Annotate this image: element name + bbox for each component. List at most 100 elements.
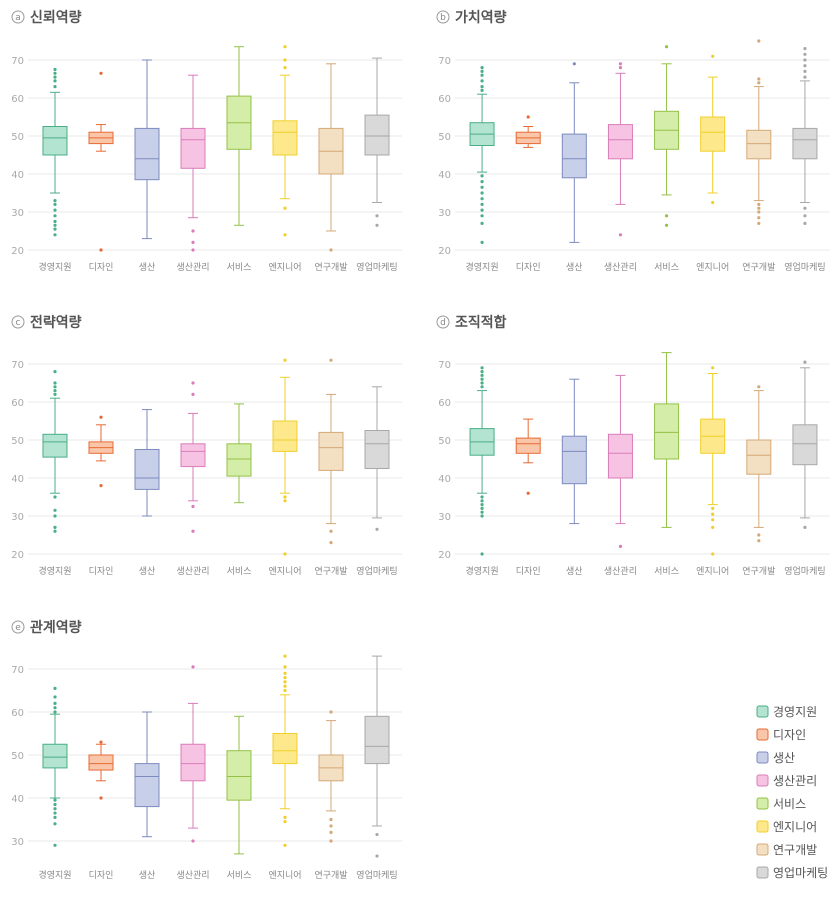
outlier-point (283, 688, 287, 693)
panel-badge: b (440, 13, 446, 23)
x-category-label: 엔지니어 (268, 870, 301, 881)
outlier-point (53, 385, 57, 389)
outlier-point (618, 62, 623, 66)
box-iqr (180, 743, 206, 782)
outlier-point (757, 539, 761, 543)
y-tick-label: 30 (11, 512, 24, 523)
box-iqr (272, 420, 298, 452)
x-category-label: 경영지원 (38, 869, 71, 881)
box-iqr (561, 435, 587, 485)
box-iqr (792, 424, 818, 466)
box-서비스 (226, 715, 252, 855)
box-iqr (746, 439, 772, 475)
y-tick-label: 20 (438, 246, 451, 257)
x-category-label: 생산관리 (176, 566, 209, 577)
outlier-point (480, 366, 484, 370)
box-생산관리 (607, 62, 633, 237)
legend-label: 연구개발 (773, 843, 817, 857)
legend-swatch (756, 751, 769, 764)
x-category-label: 생산 (566, 566, 583, 577)
box-iqr (42, 743, 68, 769)
x-category-label: 서비스 (227, 566, 252, 577)
y-tick-label: 60 (11, 94, 24, 105)
outlier-point (329, 541, 333, 545)
outlier-point (480, 370, 484, 374)
x-category-label: 영업마케팅 (784, 566, 825, 577)
box-생산 (561, 378, 587, 525)
panel-badge: e (15, 623, 21, 633)
box-iqr (226, 443, 252, 477)
outlier-point (664, 214, 669, 218)
outlier-point (53, 223, 57, 227)
chart-panel-d: d 조직적합 20 30 40 50 60 70 경영지원 디자인 생산 생산관리 서비스 엔지니어 연구개… (436, 314, 830, 577)
outlier-point (618, 233, 623, 237)
y-tick-label: 50 (11, 436, 24, 447)
box-iqr (364, 430, 390, 469)
y-tick-label: 60 (11, 708, 24, 719)
outlier-point (99, 796, 103, 800)
x-category-label: 경영지원 (466, 565, 499, 577)
outlier-point (191, 665, 195, 669)
box-디자인 (88, 740, 114, 800)
x-category-label: 생산 (139, 870, 156, 881)
outlier-point (53, 219, 57, 224)
outlier-point (664, 223, 669, 227)
x-category-label: 영업마케팅 (356, 566, 397, 577)
outlier-point (53, 67, 57, 72)
y-tick-label: 20 (438, 550, 451, 561)
outlier-point (480, 552, 484, 556)
outlier-point (757, 77, 761, 81)
outlier-point (53, 514, 57, 518)
outlier-point (99, 484, 103, 488)
outlier-point (53, 508, 57, 512)
outlier-point (480, 499, 484, 503)
outlier-point (375, 223, 379, 227)
outlier-point (803, 206, 807, 210)
outlier-point (191, 240, 195, 244)
outlier-point (283, 45, 287, 49)
x-category-label: 디자인 (516, 262, 541, 273)
box-경영지원 (42, 370, 68, 533)
outlier-point (664, 45, 669, 49)
outlier-point (283, 66, 287, 70)
outlier-point (53, 798, 57, 802)
outlier-point (53, 706, 57, 710)
box-엔지니어 (272, 45, 298, 237)
chart-panel-a: a 신뢰역량 20 30 40 50 60 70 경영지원 디자인 생산 생산관리 서비스 엔지니어 연구개… (11, 9, 402, 273)
outlier-point (191, 248, 195, 252)
legend-swatch (756, 866, 769, 879)
outlier-point (757, 210, 761, 214)
outlier-point (53, 227, 57, 231)
outlier-point (480, 73, 484, 77)
y-tick-label: 70 (438, 56, 451, 67)
panel-badge-icon (11, 10, 25, 24)
outlier-point (99, 415, 103, 419)
box-iqr (134, 763, 160, 808)
outlier-point (711, 518, 715, 522)
outlier-point (53, 802, 57, 807)
legend-swatch (756, 705, 769, 718)
panel-title: 관계역량 (30, 619, 82, 636)
box-영업마케팅 (364, 655, 390, 858)
y-tick-label: 40 (438, 170, 451, 181)
outlier-point (329, 830, 333, 835)
outlier-point (53, 843, 57, 847)
outlier-point (480, 180, 484, 184)
legend-label: 디자인 (773, 728, 806, 742)
y-tick-label: 30 (438, 512, 451, 523)
outlier-point (53, 214, 57, 218)
legend-swatch (756, 820, 769, 833)
y-tick-label: 20 (11, 246, 24, 257)
box-영업마케팅 (792, 47, 818, 225)
outlier-point (283, 684, 287, 688)
legend-label: 영업마케팅 (773, 866, 828, 880)
box-경영지원 (42, 67, 68, 237)
outlier-point (480, 69, 484, 73)
x-category-label: 연구개발 (742, 262, 775, 273)
outlier-point (53, 815, 57, 819)
chart-panel-e: e 관계역량 30 40 50 60 70 경영지원 디자인 생산 생산관리 서비스 엔지니어 연구개발 영… (11, 619, 402, 881)
y-tick-label: 40 (438, 474, 451, 485)
outlier-point (480, 503, 484, 507)
x-category-label: 엔지니어 (696, 566, 729, 577)
chart-panel-c: c 전략역량 20 30 40 50 60 70 경영지원 디자인 생산 생산관리 서비스 엔지니어 연구개… (11, 314, 402, 577)
